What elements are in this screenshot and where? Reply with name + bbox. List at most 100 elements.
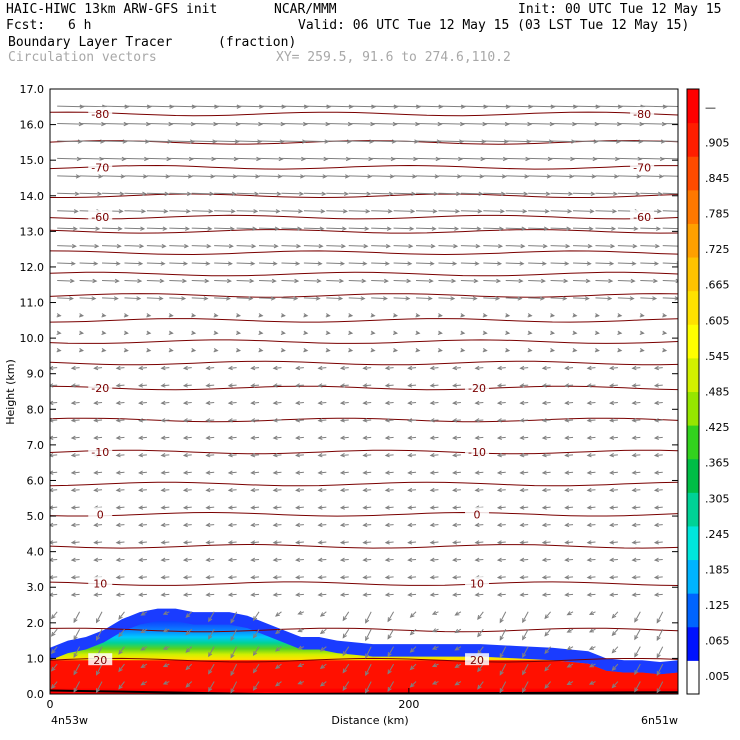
wind-vector [453, 454, 461, 457]
wind-vector-head [212, 139, 218, 144]
wind-vector [124, 210, 145, 212]
wind-vector-head [185, 613, 191, 618]
wind-vector-head [564, 557, 570, 563]
wind-vector-head [496, 575, 502, 580]
wind-vector [475, 419, 484, 422]
wind-vector [632, 384, 641, 387]
wind-vector [214, 175, 237, 177]
y-tick-label: 11.0 [20, 297, 45, 310]
wind-vector [460, 192, 483, 195]
wind-vector [191, 227, 212, 230]
wind-vector-head [235, 330, 242, 335]
wind-vector-head [232, 174, 238, 179]
wind-vector-head [317, 575, 323, 580]
wind-vector-head [519, 453, 525, 458]
wind-vector-head [409, 665, 415, 671]
wind-vector-head [544, 649, 549, 655]
wind-vector-head [505, 330, 511, 335]
wind-vector-head [166, 156, 172, 162]
wind-vector-head [348, 348, 354, 353]
wind-vector-head [322, 174, 328, 179]
wind-vector [662, 227, 678, 230]
wind-vector [96, 611, 103, 623]
wind-vector [273, 489, 282, 491]
wind-vector [259, 262, 277, 265]
wind-vector [662, 245, 678, 247]
wind-vector-head [631, 557, 637, 563]
wind-vector-head [165, 174, 171, 179]
wind-vector-head [339, 592, 345, 597]
wind-vector-head [205, 575, 211, 580]
wind-vector [453, 419, 461, 422]
wind-vector [139, 558, 147, 561]
wind-vector-head [638, 139, 644, 144]
wind-vector [342, 681, 350, 691]
wind-vector [348, 140, 374, 143]
x-axis: 0 200 [47, 688, 419, 711]
wind-vector-head [504, 121, 510, 127]
colorbar-swatch [687, 324, 699, 359]
colorbar-label: .185 [705, 563, 730, 576]
wind-vector-head [631, 505, 637, 510]
wind-vector [326, 192, 348, 195]
wind-vector [184, 454, 192, 457]
wind-vector-head [249, 278, 255, 284]
wind-vector [595, 192, 617, 195]
wind-vector [416, 210, 437, 212]
wind-vector [640, 192, 662, 195]
contour-label: -10 [91, 446, 109, 459]
wind-vector-head [656, 688, 661, 694]
wind-vector [50, 402, 58, 404]
wind-vector [326, 157, 350, 160]
wind-vector [146, 262, 165, 265]
wind-vector-head [586, 557, 592, 563]
wind-vector-head [655, 226, 662, 231]
wind-vector-head [634, 635, 639, 641]
wind-vector [185, 611, 193, 618]
wind-vector [416, 140, 441, 143]
wind-vector-head [498, 226, 505, 231]
wind-vector-head [56, 348, 62, 353]
wind-vector-head [475, 243, 481, 249]
wind-vector-head [454, 611, 460, 616]
wind-vector-head [474, 522, 480, 528]
wind-vector-head [339, 400, 345, 406]
wind-vector-head [586, 435, 592, 440]
wind-vector-head [662, 313, 668, 318]
wind-vector [371, 297, 387, 300]
wind-vector-head [617, 313, 623, 318]
wind-vector [587, 506, 596, 509]
wind-vector-head [609, 575, 615, 580]
wind-vector [124, 192, 146, 195]
wind-vector [363, 593, 372, 596]
wind-vector [57, 245, 76, 247]
wind-vector-head [586, 575, 592, 580]
wind-vector [498, 367, 506, 369]
contour-label-bg [88, 160, 113, 173]
wind-vector [483, 140, 508, 143]
wind-vector [139, 402, 147, 404]
wind-vector-head [370, 330, 376, 335]
wind-vector-head [609, 487, 615, 493]
wind-vector-head [567, 209, 573, 214]
wind-vector-head [138, 470, 144, 475]
wind-vector [161, 436, 170, 439]
wind-vector-head [592, 156, 598, 162]
wind-vector [408, 454, 417, 457]
wind-vector [385, 593, 394, 596]
wind-vector-head [233, 156, 239, 162]
wind-vector-head [275, 629, 280, 635]
wind-vector-head [429, 505, 435, 510]
wind-vector-head [388, 191, 394, 197]
wind-vector-head [252, 616, 258, 622]
wind-vector [50, 367, 58, 369]
wind-vector-head [206, 243, 212, 249]
wind-vector [595, 175, 618, 177]
wind-vector-head [70, 522, 76, 528]
wind-vector-head [339, 575, 345, 580]
wind-vector [610, 454, 618, 457]
wind-vector [505, 105, 533, 108]
wind-vector [273, 576, 282, 579]
wind-vector-head [495, 296, 501, 301]
contour-line [50, 417, 678, 423]
